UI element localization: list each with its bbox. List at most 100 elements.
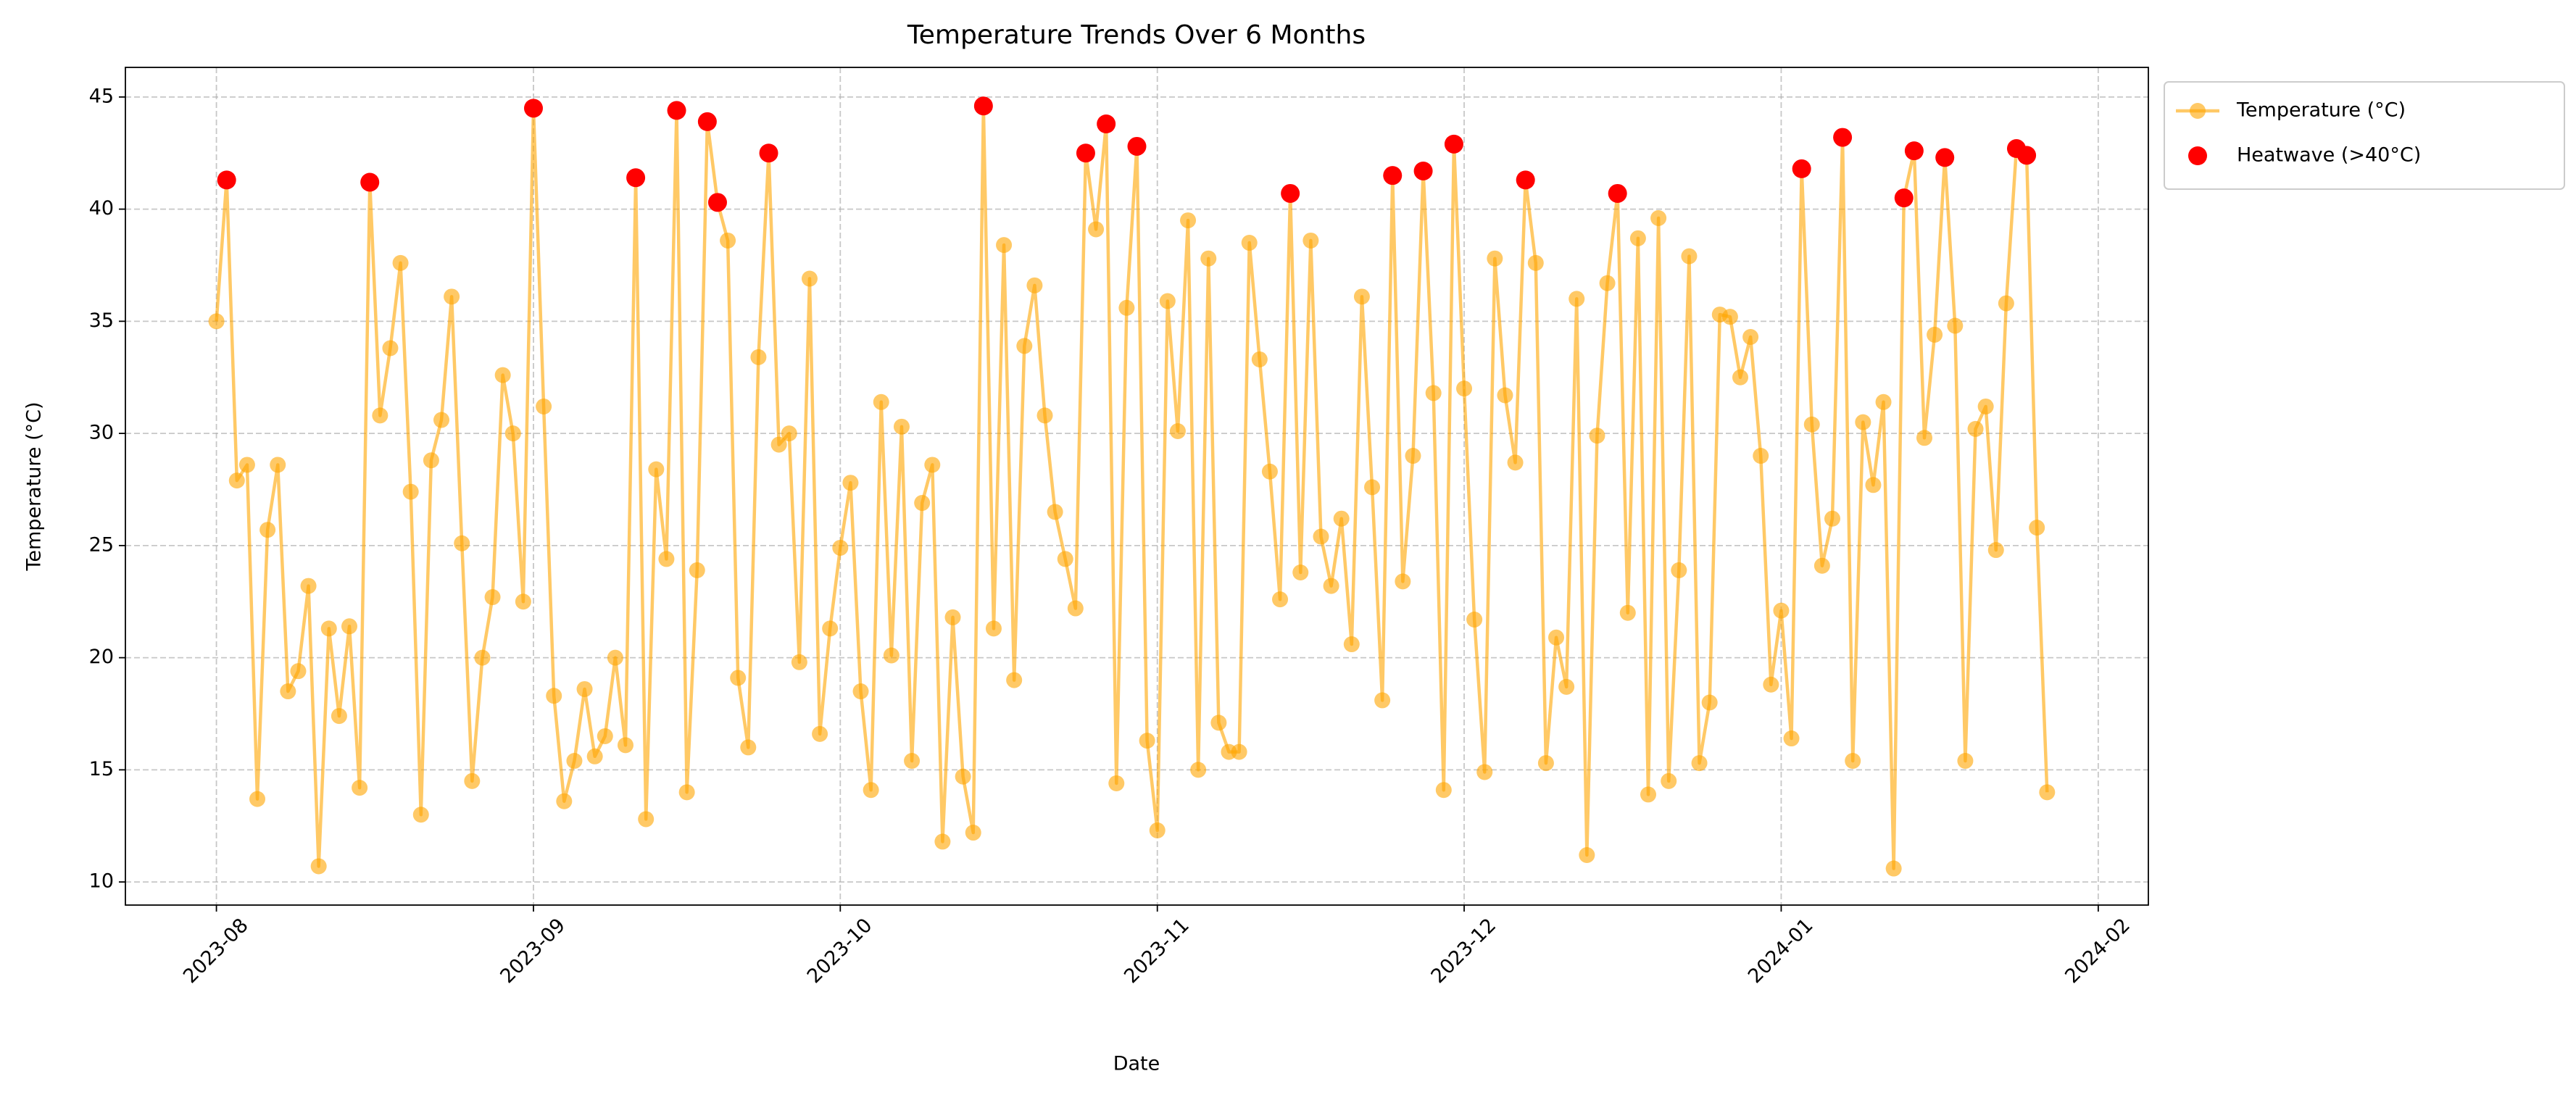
- temperature-marker: [1016, 338, 1033, 354]
- temperature-marker: [791, 654, 807, 670]
- temperature-marker: [392, 254, 409, 271]
- temperature-marker: [1579, 846, 1595, 863]
- temperature-marker: [1149, 822, 1166, 838]
- heatwave-point: [707, 193, 727, 212]
- temperature-marker: [1466, 612, 1483, 628]
- temperature-marker: [1927, 326, 1943, 343]
- temperature-marker: [454, 535, 470, 551]
- temperature-marker: [1292, 564, 1309, 581]
- temperature-marker: [1497, 387, 1513, 404]
- temperature-marker: [504, 425, 521, 442]
- temperature-marker: [965, 825, 981, 841]
- temperature-marker: [259, 522, 276, 538]
- heatwave-point: [1413, 161, 1433, 180]
- y-axis-label: Temperature (°C): [23, 401, 46, 571]
- heatwave-point: [523, 99, 543, 118]
- temperature-marker: [934, 833, 951, 850]
- temperature-marker: [372, 407, 389, 424]
- y-tick-label: 15: [89, 758, 114, 780]
- temperature-marker: [1026, 277, 1043, 293]
- temperature-marker: [1527, 254, 1544, 271]
- temperature-marker: [249, 791, 266, 807]
- y-tick-label: 25: [89, 533, 114, 556]
- temperature-marker: [1957, 752, 1974, 769]
- temperature-marker: [740, 739, 757, 756]
- x-axis-label: Date: [1113, 1053, 1160, 1075]
- temperature-marker: [648, 461, 665, 478]
- heatwave-point: [2017, 146, 2037, 165]
- temperature-marker: [1619, 604, 1636, 621]
- temperature-marker: [576, 680, 593, 697]
- legend-box: [2164, 81, 2565, 190]
- heatwave-point: [1383, 166, 1403, 186]
- temperature-marker: [484, 589, 501, 606]
- temperature-marker: [1057, 551, 1073, 567]
- y-tick-label: 40: [89, 197, 114, 220]
- temperature-marker: [290, 663, 307, 680]
- y-tick-label: 35: [89, 309, 114, 332]
- temperature-marker: [597, 728, 613, 744]
- temperature-marker: [1681, 248, 1698, 264]
- temperature-marker: [883, 647, 899, 664]
- temperature-marker: [1261, 463, 1278, 480]
- temperature-marker: [1640, 786, 1657, 803]
- temperature-marker: [444, 288, 460, 305]
- heatwave-point: [1076, 143, 1095, 163]
- temperature-marker: [1272, 591, 1289, 608]
- temperature-marker: [1313, 528, 1329, 545]
- temperature-marker: [1803, 416, 1820, 433]
- temperature-marker: [750, 349, 767, 365]
- temperature-marker: [1302, 232, 1319, 249]
- temperature-marker: [1885, 860, 1902, 877]
- temperature-marker: [607, 649, 623, 666]
- heatwave-point: [1608, 183, 1627, 203]
- temperature-marker: [863, 782, 879, 799]
- temperature-marker: [1967, 420, 1984, 437]
- temperature-marker: [770, 436, 787, 453]
- temperature-marker: [1701, 694, 1718, 711]
- temperature-marker: [996, 237, 1013, 254]
- temperature-marker: [822, 620, 839, 637]
- temperature-marker: [1569, 291, 1585, 307]
- y-tick-label: 20: [89, 646, 114, 668]
- temperature-marker: [1916, 430, 1932, 446]
- temperature-marker: [1875, 393, 1892, 410]
- temperature-marker: [1190, 762, 1207, 778]
- plot-frame: [125, 67, 2149, 906]
- temperature-marker: [985, 620, 1002, 637]
- heatwave-point: [1281, 183, 1300, 203]
- heatwave-point: [1935, 148, 1955, 167]
- temperature-marker: [566, 752, 583, 769]
- temperature-marker: [546, 688, 562, 704]
- temperature-marker: [1589, 428, 1605, 444]
- temperature-marker: [1691, 755, 1708, 772]
- temperature-marker: [812, 725, 828, 742]
- temperature-marker: [310, 858, 327, 875]
- temperature-marker: [1742, 329, 1759, 346]
- temperature-marker: [1845, 752, 1861, 769]
- temperature-marker: [617, 737, 633, 754]
- temperature-marker: [228, 472, 245, 489]
- temperature-marker: [1118, 299, 1135, 316]
- temperature-marker: [1047, 504, 1063, 520]
- temperature-marker: [382, 340, 399, 357]
- temperature-marker: [1374, 692, 1391, 709]
- temperature-marker: [536, 398, 552, 414]
- temperature-marker: [1323, 578, 1339, 594]
- temperature-marker: [1067, 600, 1084, 617]
- temperature-marker: [1732, 369, 1749, 386]
- temperature-marker: [1773, 602, 1790, 619]
- y-tick-label: 45: [89, 85, 114, 107]
- temperature-marker: [689, 562, 705, 578]
- temperature-marker: [658, 551, 675, 567]
- temperature-marker: [832, 539, 849, 556]
- temperature-marker: [730, 670, 747, 686]
- temperature-marker: [1251, 351, 1268, 367]
- temperature-marker: [494, 367, 511, 383]
- temperature-marker: [1671, 562, 1687, 578]
- heatwave-point: [667, 101, 686, 120]
- temperature-marker: [1753, 448, 1769, 464]
- heatwave-point: [1127, 136, 1147, 156]
- legend-marker: [2188, 146, 2207, 165]
